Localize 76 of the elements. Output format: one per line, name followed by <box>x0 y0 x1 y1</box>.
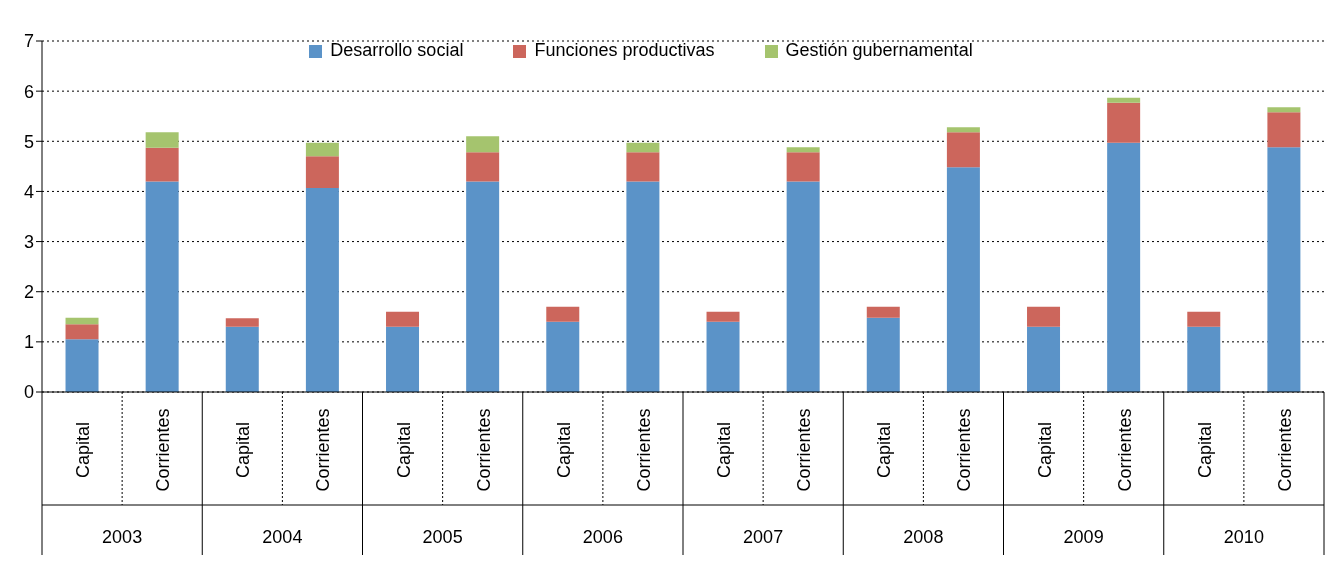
bar <box>1027 326 1061 392</box>
legend-label: Funciones productivas <box>534 40 715 60</box>
x-tick-label: Capital <box>73 421 94 479</box>
bar <box>1187 326 1221 392</box>
x-tick-label: Corrientes <box>954 408 975 492</box>
bar <box>1107 102 1141 143</box>
y-tick-label: 2 <box>23 282 34 303</box>
bar <box>786 152 820 182</box>
bar <box>1267 112 1301 148</box>
x-tick-label: Corrientes <box>1274 408 1295 492</box>
x-tick-label: Corrientes <box>633 408 654 492</box>
bar <box>225 318 259 327</box>
bar <box>1267 147 1301 392</box>
bar <box>65 317 99 325</box>
y-tick-label: 4 <box>23 181 34 202</box>
y-tick-label: 6 <box>23 81 34 102</box>
bar <box>706 321 740 392</box>
bar <box>145 147 179 182</box>
x-tick-label: Capital <box>714 421 735 479</box>
x-tick-label: Corrientes <box>473 408 494 492</box>
x-tick-label: Capital <box>393 421 414 479</box>
bar <box>466 181 500 392</box>
bar <box>145 132 179 148</box>
x-tick-label: Corrientes <box>313 408 334 492</box>
bar <box>866 306 900 318</box>
y-tick-label: 1 <box>23 332 34 353</box>
text: 2003 <box>102 527 143 547</box>
bar <box>305 187 339 392</box>
x-tick-label: Corrientes <box>153 408 174 492</box>
bar <box>946 132 980 168</box>
bar <box>225 326 259 392</box>
bar <box>386 311 420 327</box>
x-tick-label: Capital <box>553 421 574 479</box>
bar <box>466 152 500 182</box>
bar <box>65 324 99 340</box>
x-tick-label: Capital <box>874 421 895 479</box>
bar <box>626 142 660 153</box>
x-tick-label: Corrientes <box>1114 408 1135 492</box>
legend-label: Desarrollo social <box>330 40 464 60</box>
legend-label: Gestión gubernamental <box>785 40 973 60</box>
x-tick-label: Capital <box>1034 421 1055 479</box>
bar <box>145 181 179 392</box>
y-tick-label: 7 <box>23 31 34 52</box>
bar <box>626 181 660 392</box>
x-tick-label: Capital <box>1194 421 1215 479</box>
bar <box>546 306 580 322</box>
text: 2004 <box>262 527 303 547</box>
bar <box>786 147 820 153</box>
bar <box>946 127 980 133</box>
text: 2007 <box>743 527 784 547</box>
y-tick-label: 3 <box>23 231 34 252</box>
text: 2006 <box>582 527 623 547</box>
bar <box>1027 306 1061 327</box>
bar <box>546 321 580 392</box>
bar <box>706 311 740 322</box>
text: 2008 <box>903 527 944 547</box>
bar <box>946 167 980 392</box>
x-tick-label: Capital <box>233 421 254 479</box>
bar <box>466 136 500 153</box>
y-tick-label: 5 <box>23 131 34 152</box>
bar <box>65 339 99 392</box>
bar <box>1107 97 1141 103</box>
y-tick-label: 0 <box>23 382 34 403</box>
text: 2005 <box>422 527 463 547</box>
bar <box>626 152 660 182</box>
bar <box>305 142 339 157</box>
text: 2009 <box>1063 527 1104 547</box>
text: 2010 <box>1223 527 1264 547</box>
bar <box>1187 311 1221 327</box>
bar <box>305 156 339 188</box>
bar <box>1267 107 1301 113</box>
bar <box>866 317 900 392</box>
bar <box>386 326 420 392</box>
bar <box>786 181 820 392</box>
bar <box>1107 142 1141 392</box>
x-tick-label: Corrientes <box>794 408 815 492</box>
